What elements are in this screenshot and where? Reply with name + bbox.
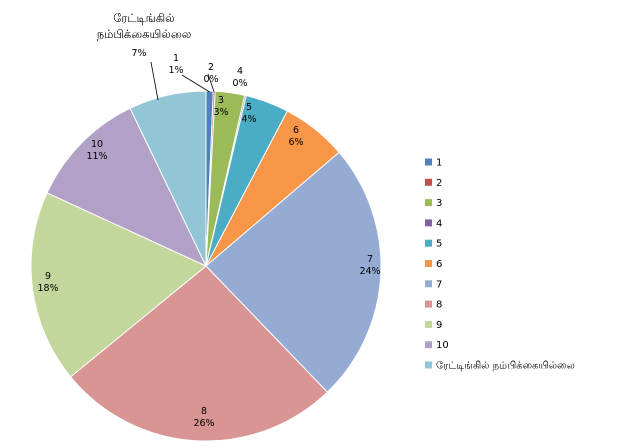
legend-swatch-3	[425, 199, 432, 207]
legend-label-1: 1	[436, 158, 442, 169]
legend-item-6: 6	[425, 259, 442, 270]
legend-item-10: 10	[425, 340, 449, 351]
legend-swatch-6	[425, 260, 432, 267]
pie-slice-10	[46, 107, 208, 268]
data-label-1: 1 1%	[168, 53, 183, 76]
chart-title: ரேட்டிங்கில் நம்பிக்கையில்லை	[97, 11, 192, 41]
legend-item-5: 5	[425, 239, 442, 250]
pie-slice-9	[30, 192, 207, 378]
data-label-11: 7%	[131, 48, 146, 59]
legend-label-11: ரேட்டிங்கில் நம்பிக்கையில்லை	[436, 361, 575, 372]
legend-item-9: 9	[425, 320, 442, 331]
data-label-7: 7 24%	[359, 254, 380, 277]
legend-item-2: 2	[425, 178, 442, 189]
data-label-2: 2 0%	[203, 62, 218, 85]
legend-label-7: 7	[436, 279, 442, 290]
legend-item-1: 1	[425, 158, 442, 169]
legend-label-6: 6	[436, 259, 442, 270]
legend-label-3: 3	[436, 198, 442, 209]
legend-swatch-1	[425, 158, 432, 166]
legend-label-5: 5	[436, 239, 442, 250]
data-label-9: 9 18%	[37, 271, 58, 294]
legend-item-7: 7	[425, 279, 442, 290]
legend-item-11: ரேட்டிங்கில் நம்பிக்கையில்லை	[425, 361, 575, 372]
legend-swatch-10	[425, 341, 432, 349]
legend-swatch-9	[425, 320, 432, 328]
legend-swatch-4	[425, 219, 432, 227]
legend-swatch-7	[425, 280, 432, 288]
legend-item-4: 4	[425, 218, 442, 229]
legend-item-8: 8	[425, 300, 442, 311]
data-label-8: 8 26%	[193, 406, 214, 429]
leader-line-2	[207, 73, 215, 93]
legend-swatch-2	[425, 178, 432, 186]
legend-swatch-5	[425, 239, 432, 247]
data-label-5: 5 4%	[241, 102, 256, 125]
data-label-10: 10 11%	[86, 139, 107, 162]
legend-label-2: 2	[436, 178, 442, 189]
legend-label-10: 10	[436, 340, 449, 351]
legend-label-4: 4	[436, 218, 442, 229]
data-label-6: 6 6%	[288, 125, 303, 148]
legend-swatch-11	[425, 361, 432, 369]
legend-item-3: 3	[425, 198, 442, 209]
pie-slice-7	[205, 151, 382, 393]
pie-slice-11	[129, 90, 207, 267]
legend-label-8: 8	[436, 300, 442, 311]
legend-label-9: 9	[436, 320, 442, 331]
leader-line-11	[150, 61, 159, 101]
legend-swatch-8	[425, 300, 432, 308]
data-label-3: 3 3%	[213, 95, 228, 118]
data-label-4: 4 0%	[232, 66, 247, 89]
pie-slice-8	[69, 265, 329, 442]
leader-line-1	[181, 74, 210, 93]
